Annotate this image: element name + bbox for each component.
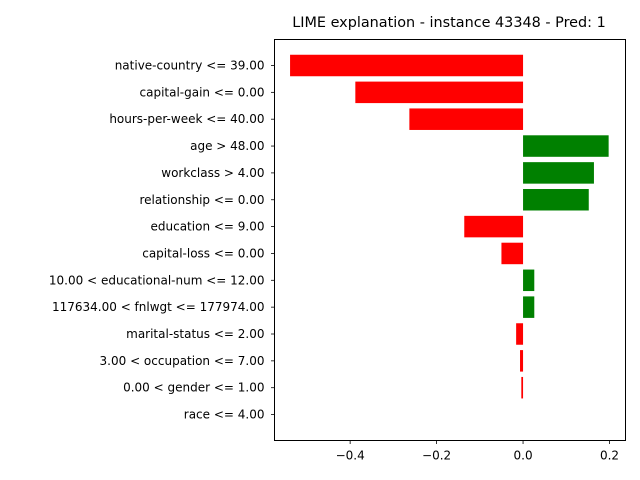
y-tick-label: relationship <= 0.00: [140, 193, 265, 207]
bar-6: [464, 215, 524, 238]
bar-2: [409, 108, 524, 130]
bar-5: [523, 189, 589, 211]
y-tick-label: hours-per-week <= 40.00: [109, 112, 264, 126]
bar-8: [523, 269, 535, 292]
bar-3: [523, 135, 609, 157]
bar-12: [521, 376, 524, 399]
y-tick-label: 10.00 < educational-num <= 12.00: [49, 273, 265, 287]
y-tick-label: 0.00 < gender <= 1.00: [123, 381, 264, 395]
bar-1: [355, 81, 524, 104]
y-tick-label: 3.00 < occupation <= 7.00: [100, 354, 265, 368]
x-ticks: −0.4 −0.2 0.0 0.2: [336, 440, 619, 463]
y-tick-label: 117634.00 < fnlwgt <= 177974.00: [52, 300, 265, 314]
y-tick-label: native-country <= 39.00: [115, 59, 265, 73]
y-tick-label: race <= 4.00: [184, 408, 265, 422]
plot-frame: [274, 39, 626, 441]
bar-0: [290, 54, 524, 77]
y-tick-label: capital-loss <= 0.00: [142, 246, 264, 260]
bar-10: [516, 323, 524, 345]
y-tick-label: education <= 9.00: [151, 220, 265, 234]
y-tick-label: age > 48.00: [190, 139, 264, 153]
x-tick-label: −0.2: [422, 449, 451, 463]
bar-9: [523, 296, 535, 318]
bar-4: [523, 162, 594, 184]
chart-title: LIME explanation - instance 43348 - Pred…: [292, 15, 606, 31]
y-tick-label: marital-status <= 2.00: [126, 327, 264, 341]
y-tick-labels: native-country <= 39.00 capital-gain <= 0…: [49, 59, 275, 422]
x-tick-label: 0.0: [514, 449, 533, 463]
x-tick-label: −0.4: [336, 449, 365, 463]
bar-7: [501, 242, 524, 265]
y-tick-label: workclass > 4.00: [161, 166, 264, 180]
bars-group: [290, 54, 609, 399]
bar-11: [520, 350, 524, 372]
y-tick-label: capital-gain <= 0.00: [140, 85, 265, 99]
x-tick-label: 0.2: [600, 449, 619, 463]
